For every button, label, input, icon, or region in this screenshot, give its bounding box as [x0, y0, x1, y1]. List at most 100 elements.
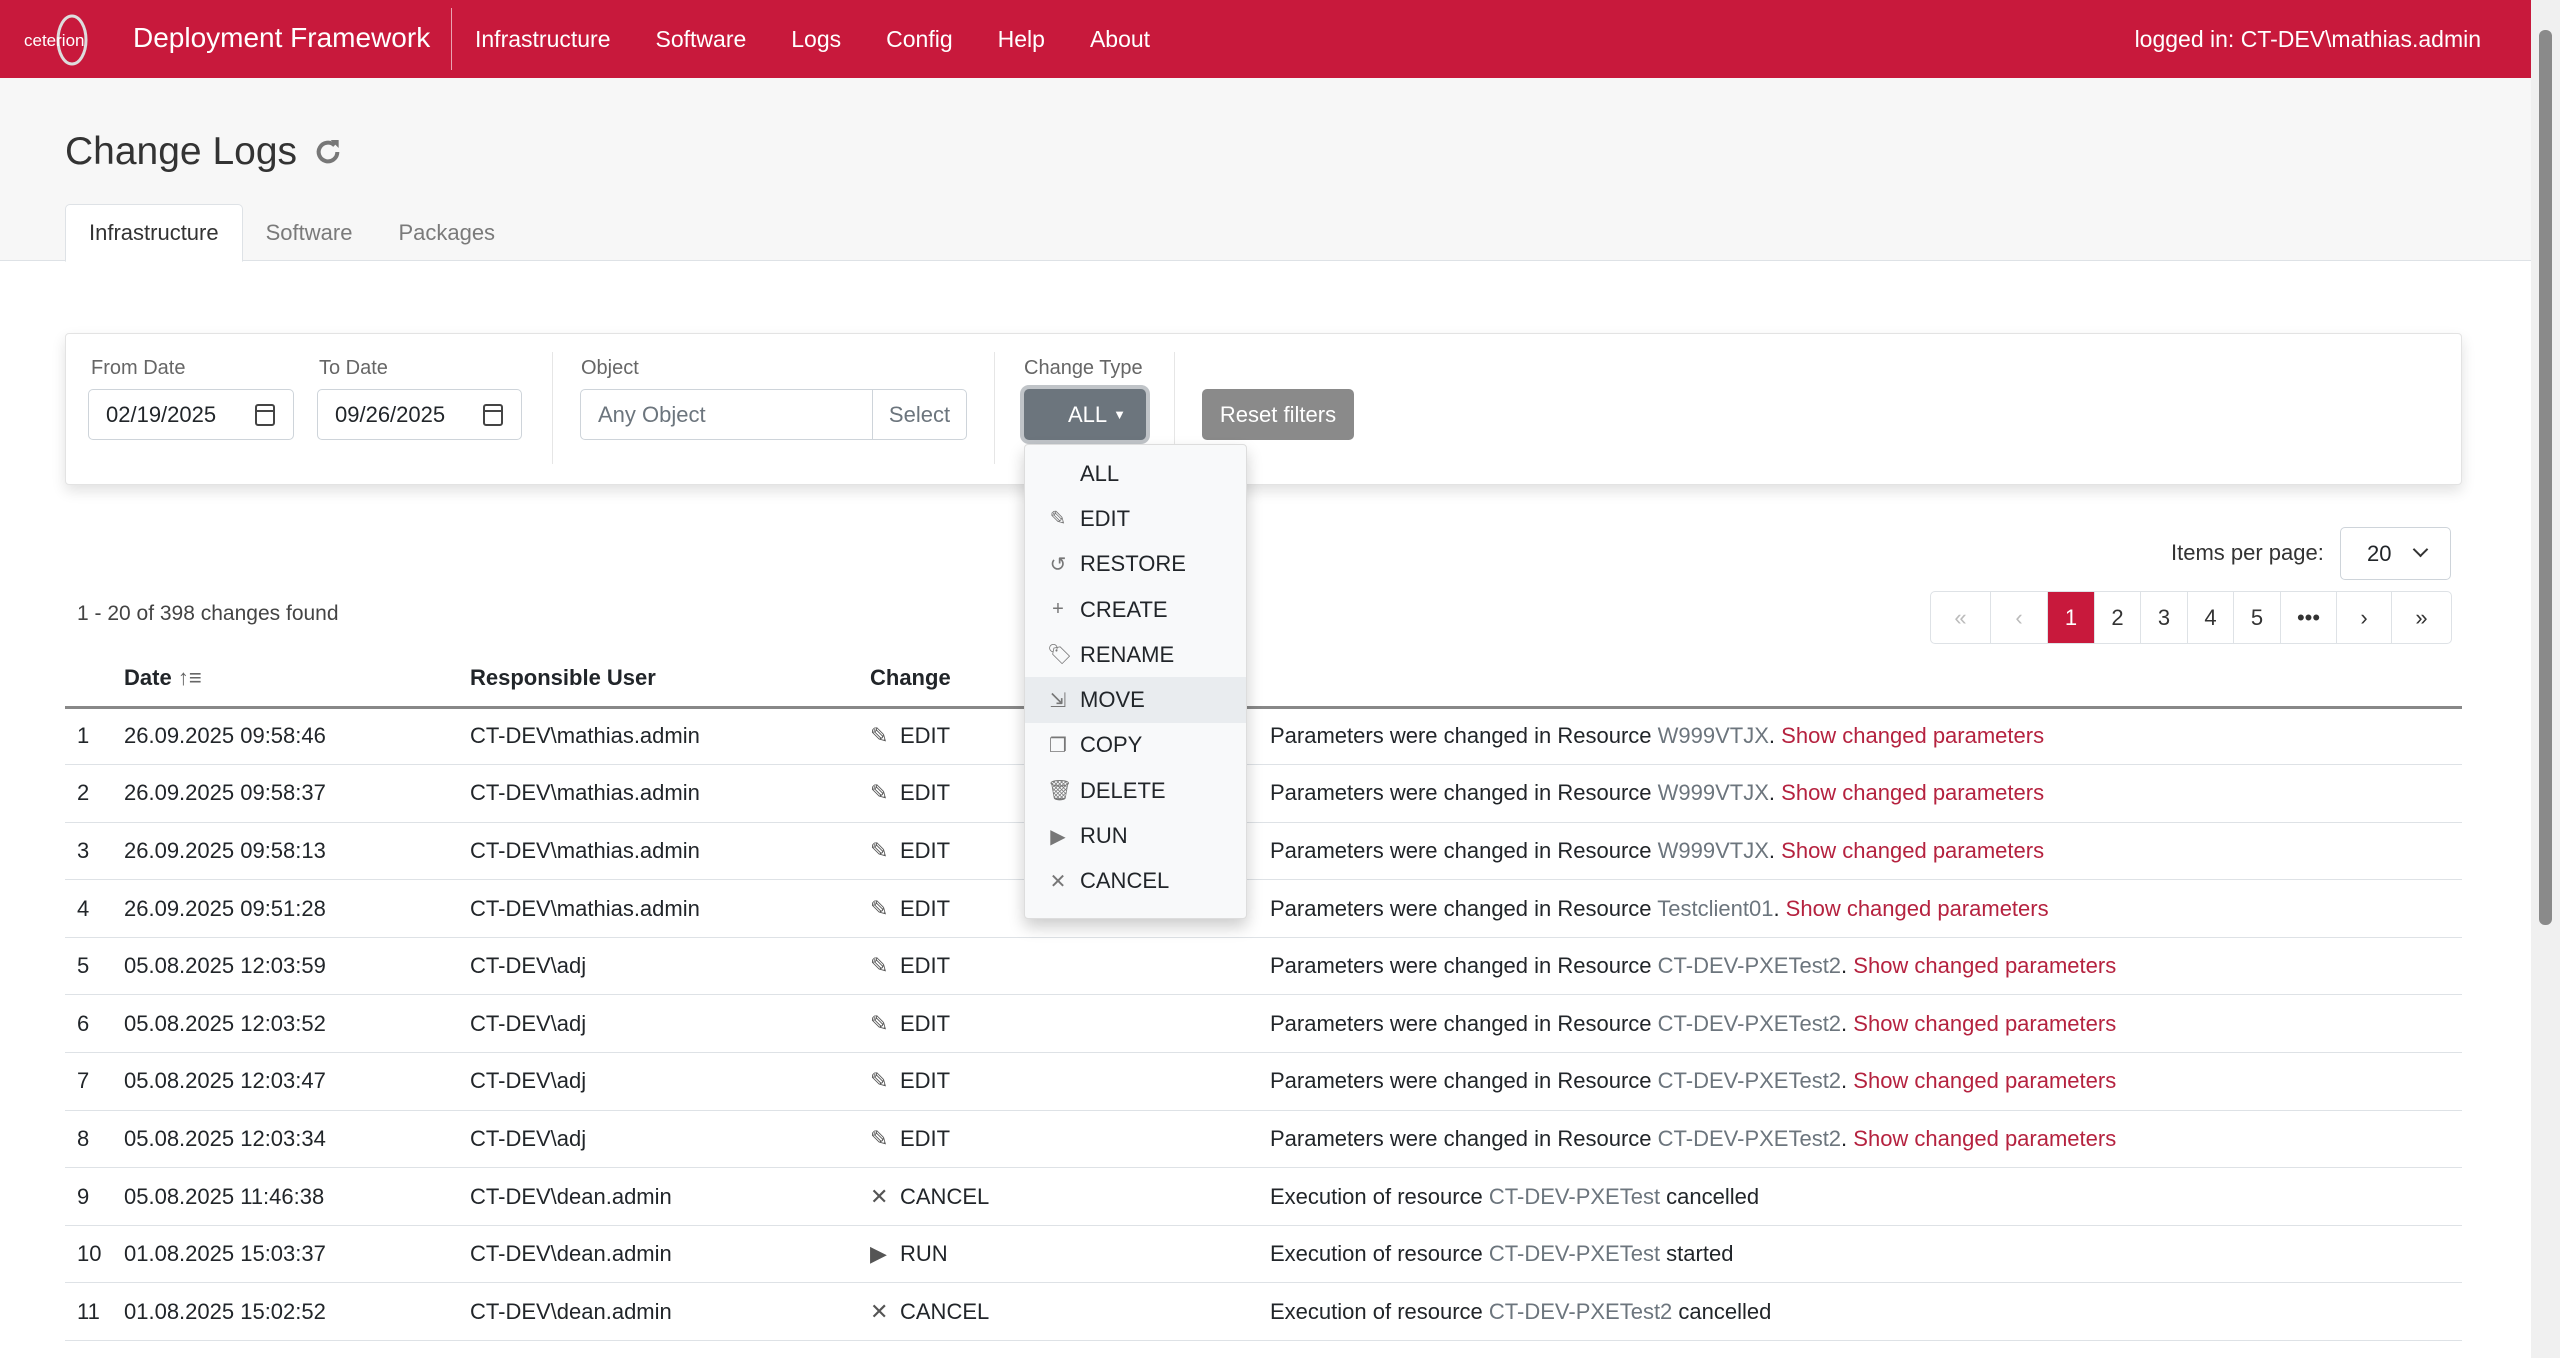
row-date: 05.08.2025 12:03:52	[124, 994, 470, 1054]
x-icon: ✕	[1049, 870, 1067, 893]
table-row: 3 26.09.2025 09:58:13 CT-DEV\mathias.adm…	[65, 822, 2462, 881]
nav-help[interactable]: Help	[997, 26, 1045, 52]
plus-icon: +	[1052, 598, 1064, 621]
tab-bar: Infrastructure Software Packages	[65, 204, 518, 262]
ceterion-logo[interactable]: ceterion	[22, 14, 122, 66]
description-suffix: cancelled	[1672, 1298, 1772, 1324]
page-button[interactable]: ‹	[1990, 592, 2047, 643]
menu-item-run[interactable]: ▶ RUN	[1025, 813, 1246, 858]
table-row: 1 26.09.2025 09:58:46 CT-DEV\mathias.adm…	[65, 707, 2462, 766]
menu-item-all[interactable]: ALL	[1025, 451, 1246, 496]
reset-filters-button[interactable]: Reset filters	[1202, 389, 1354, 440]
menu-item-delete[interactable]: 🗑 DELETE	[1025, 768, 1246, 813]
table-row: 10 01.08.2025 15:03:37 CT-DEV\dean.admin…	[65, 1225, 2462, 1284]
row-user: CT-DEV\mathias.admin	[470, 879, 870, 938]
row-user: CT-DEV\adj	[470, 994, 870, 1054]
row-change: ▶ RUN	[870, 1225, 1270, 1284]
table-row: 5 05.08.2025 12:03:59 CT-DEV\adj ✎ EDIT P…	[65, 937, 2462, 996]
page-button[interactable]: ›	[2336, 592, 2391, 643]
tab-packages[interactable]: Packages	[398, 220, 496, 245]
menu-item-label: RENAME	[1080, 641, 1175, 667]
row-date: 26.09.2025 09:58:13	[124, 822, 470, 881]
show-changed-parameters-link[interactable]: Show changed parameters	[1785, 895, 2049, 921]
nav-infrastructure[interactable]: Infrastructure	[475, 26, 611, 52]
items-per-page-select[interactable]: 20	[2340, 527, 2451, 580]
calendar-icon[interactable]	[255, 404, 275, 426]
page-button[interactable]: 4	[2187, 592, 2233, 643]
show-changed-parameters-link[interactable]: Show changed parameters	[1853, 1010, 2117, 1036]
object-select-button[interactable]: Select	[872, 389, 967, 440]
show-changed-parameters-link[interactable]: Show changed parameters	[1781, 780, 2045, 806]
page-button[interactable]: •••	[2280, 592, 2336, 643]
menu-item-label: CANCEL	[1080, 868, 1170, 894]
menu-item-edit[interactable]: ✎ EDIT	[1025, 496, 1246, 541]
row-index: 6	[65, 994, 124, 1054]
play-icon: ▶	[870, 1241, 887, 1267]
resource-name: W999VTJX	[1657, 723, 1769, 749]
calendar-icon[interactable]	[483, 404, 503, 426]
change-type: CANCEL	[900, 1298, 990, 1324]
show-changed-parameters-link[interactable]: Show changed parameters	[1853, 1125, 2117, 1151]
menu-item-rename[interactable]: 🏷 RENAME	[1025, 632, 1246, 677]
change-type: EDIT	[900, 837, 951, 863]
col-description	[1270, 650, 2462, 709]
show-changed-parameters-link[interactable]: Show changed parameters	[1853, 953, 2117, 979]
x-icon: ✕	[870, 1298, 889, 1324]
to-date-input[interactable]: 09/26/2025	[317, 389, 522, 440]
brand-title[interactable]: Deployment Framework	[133, 22, 431, 53]
page-button[interactable]: «	[1954, 604, 1967, 630]
table-row: 6 05.08.2025 12:03:52 CT-DEV\adj ✎ EDIT P…	[65, 994, 2462, 1054]
page-button[interactable]: »	[2391, 592, 2451, 643]
resource-name: CT-DEV-PXETest2	[1657, 1125, 1842, 1151]
resource-name: W999VTJX	[1657, 780, 1769, 806]
row-date: 05.08.2025 12:03:34	[124, 1110, 470, 1169]
menu-item-label: EDIT	[1080, 505, 1131, 531]
to-date-label: To Date	[319, 357, 388, 379]
row-index: 4	[65, 879, 124, 938]
object-input[interactable]: Any Object	[580, 389, 873, 440]
pencil-icon: ✎	[870, 1125, 889, 1151]
nav-config[interactable]: Config	[886, 26, 953, 52]
row-date: 01.08.2025 15:03:37	[124, 1225, 470, 1284]
page-button[interactable]: 1	[2047, 592, 2094, 643]
description-suffix: .	[1768, 837, 1782, 863]
nav-about[interactable]: About	[1089, 26, 1151, 52]
description-text: Parameters were changed in Resource	[1270, 953, 1658, 979]
menu-item-copy[interactable]: ❐ COPY	[1025, 723, 1246, 768]
row-description: Parameters were changed in Resource W999…	[1270, 707, 2462, 766]
menu-item-restore[interactable]: ↺ RESTORE	[1025, 542, 1246, 587]
row-change: ✕ CANCEL	[870, 1167, 1270, 1226]
resource-name: CT-DEV-PXETest2	[1657, 1068, 1842, 1094]
pagination: « ‹ 1 2 3 4 5 ••• ›»	[1930, 591, 2452, 644]
menu-item-create[interactable]: + CREATE	[1025, 587, 1246, 632]
tab-software[interactable]: Software	[265, 220, 353, 245]
row-user: CT-DEV\dean.admin	[470, 1225, 870, 1284]
page-button[interactable]: 5	[2233, 592, 2280, 643]
sort-icon[interactable]: ↑≡	[177, 664, 202, 690]
show-changed-parameters-link[interactable]: Show changed parameters	[1781, 723, 2045, 749]
change-type-dropdown[interactable]: ALL ▼	[1024, 389, 1146, 440]
show-changed-parameters-link[interactable]: Show changed parameters	[1853, 1068, 2117, 1094]
divider	[552, 352, 553, 464]
col-date[interactable]: Date ↑≡	[124, 650, 470, 709]
show-changed-parameters-link[interactable]: Show changed parameters	[1781, 837, 2045, 863]
row-change: ✎ EDIT	[870, 994, 1270, 1054]
tab-infrastructure[interactable]: Infrastructure	[65, 204, 243, 262]
page-button[interactable]: 2	[2094, 592, 2140, 643]
menu-item-label: COPY	[1080, 732, 1143, 758]
nav-software[interactable]: Software	[655, 26, 747, 52]
menu-item-cancel[interactable]: ✕ CANCEL	[1025, 859, 1246, 904]
col-user[interactable]: Responsible User	[470, 650, 870, 709]
from-date-input[interactable]: 02/19/2025	[88, 389, 294, 440]
divider	[994, 352, 995, 464]
scrollbar-thumb[interactable]	[2539, 30, 2552, 925]
pencil-icon: ✎	[1049, 508, 1067, 531]
page-button[interactable]: 3	[2140, 592, 2187, 643]
description-suffix: .	[1841, 1010, 1854, 1036]
menu-item-label: ALL	[1080, 460, 1120, 486]
description-suffix: .	[1841, 953, 1854, 979]
change-type: EDIT	[900, 1125, 951, 1151]
menu-item-move[interactable]: ⇲ MOVE	[1025, 677, 1246, 723]
nav-logs[interactable]: Logs	[791, 26, 842, 52]
refresh-icon[interactable]	[312, 136, 344, 168]
